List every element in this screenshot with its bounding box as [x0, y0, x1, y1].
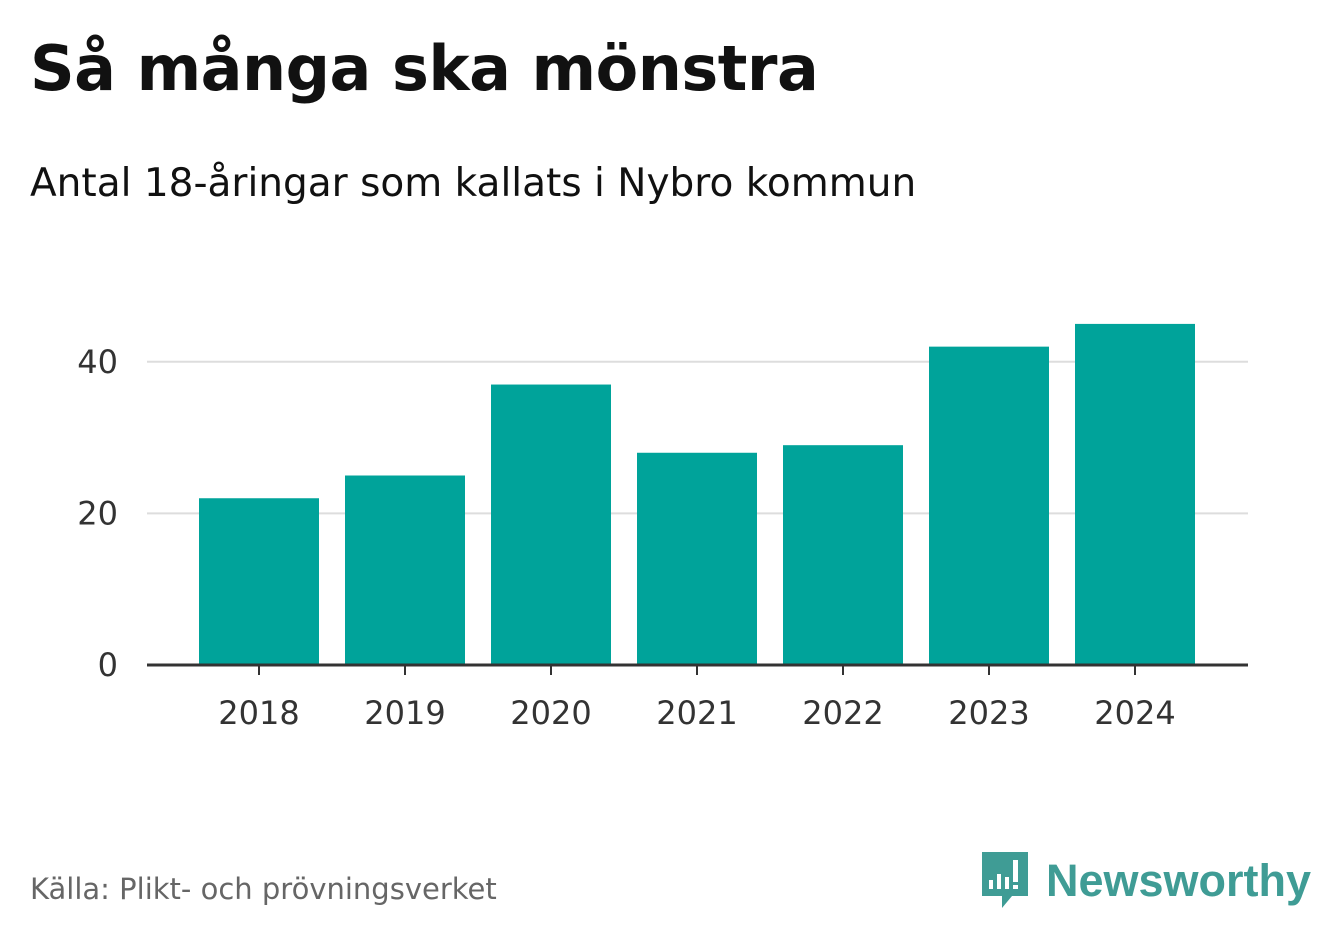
- x-tick-label-2021: 2021: [656, 694, 737, 732]
- bar-2023: [929, 346, 1049, 665]
- x-tick-label-2020: 2020: [510, 694, 591, 732]
- bar-2019: [345, 475, 465, 665]
- y-tick-label-0: 0: [98, 646, 118, 684]
- bar-chart-speech-bubble-icon: [982, 852, 1028, 908]
- bar-2021: [637, 452, 757, 665]
- bar-2022: [783, 445, 903, 665]
- source-note: Källa: Plikt- och prövningsverket: [30, 872, 497, 906]
- bar-2018: [199, 498, 319, 665]
- x-tick-label-2019: 2019: [364, 694, 445, 732]
- x-tick-label-2023: 2023: [948, 694, 1029, 732]
- bar-2020: [491, 384, 611, 665]
- x-tick-label-2024: 2024: [1094, 694, 1175, 732]
- brand-name: Newsworthy: [1046, 854, 1312, 906]
- chart-title: Så många ska mönstra: [30, 32, 819, 105]
- y-tick-label-20: 20: [77, 494, 118, 532]
- chart-subtitle: Antal 18-åringar som kallats i Nybro kom…: [30, 161, 917, 206]
- newsworthy-logo: Newsworthy: [980, 848, 1311, 912]
- y-tick-label-40: 40: [77, 343, 118, 381]
- bar-2024: [1075, 323, 1195, 665]
- x-tick-label-2022: 2022: [802, 694, 883, 732]
- x-tick-label-2018: 2018: [218, 694, 299, 732]
